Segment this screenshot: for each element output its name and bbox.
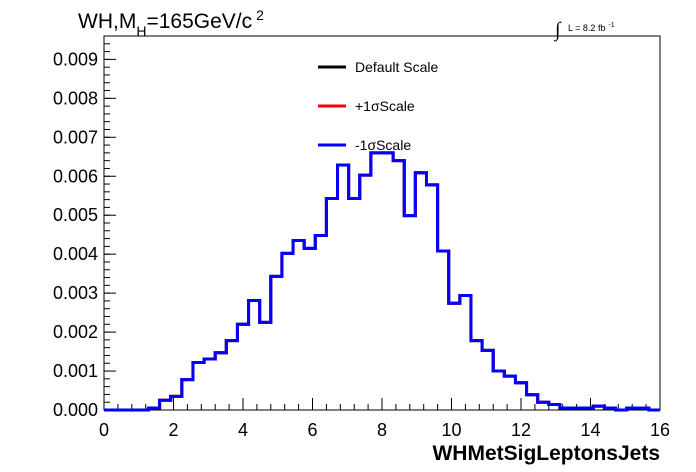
x-tick-label: 2 xyxy=(168,420,178,440)
title-prefix: WH,M xyxy=(78,10,136,33)
luminosity-text: L = 8.2 fb -1 xyxy=(568,22,615,33)
x-tick-label: 12 xyxy=(511,420,531,440)
y-tick-label: 0.005 xyxy=(53,205,98,225)
series-line-2 xyxy=(104,151,660,412)
title-suffix: =165GeV/c xyxy=(146,10,252,33)
y-tick-label: 0.002 xyxy=(53,322,98,342)
legend-label: -1σScale xyxy=(355,137,411,153)
x-tick-label: 14 xyxy=(580,420,600,440)
chart-title: WH,MH=165GeV/c 2 xyxy=(78,7,264,39)
x-tick-label: 8 xyxy=(377,420,387,440)
legend: Default Scale +1σScale -1σScale xyxy=(318,59,438,153)
y-tick-label: 0.009 xyxy=(53,49,98,69)
x-axis-title: WHMetSigLeptonsJets xyxy=(432,442,660,465)
y-tick-label: 0.008 xyxy=(53,88,98,108)
y-tick-label: 0.004 xyxy=(53,244,98,264)
y-tick-label: 0.006 xyxy=(53,166,98,186)
title-superscript: 2 xyxy=(256,7,264,23)
y-tick-label: 0.000 xyxy=(53,400,98,420)
x-tick-label: 0 xyxy=(99,420,109,440)
legend-label: Default Scale xyxy=(355,59,438,75)
luminosity-value: L = 8.2 fb xyxy=(568,23,605,33)
luminosity-superscript: -1 xyxy=(608,22,614,29)
x-tick-label: 4 xyxy=(238,420,248,440)
y-tick-label: 0.001 xyxy=(53,361,98,381)
x-tick-label: 10 xyxy=(441,420,461,440)
y-axis: 0.000 0.001 0.002 0.003 0.004 0.005 0.006 0.007… xyxy=(53,35,116,420)
y-tick-label: 0.003 xyxy=(53,283,98,303)
luminosity-label: ∫ L = 8.2 fb -1 xyxy=(553,19,615,42)
series-group xyxy=(104,151,660,412)
title-subscript: H xyxy=(136,23,146,39)
x-tick-label: 6 xyxy=(307,420,317,440)
x-tick-label: 16 xyxy=(650,420,670,440)
integral-sign: ∫ xyxy=(553,19,562,42)
legend-label: +1σScale xyxy=(355,98,415,114)
y-tick-label: 0.007 xyxy=(53,127,98,147)
